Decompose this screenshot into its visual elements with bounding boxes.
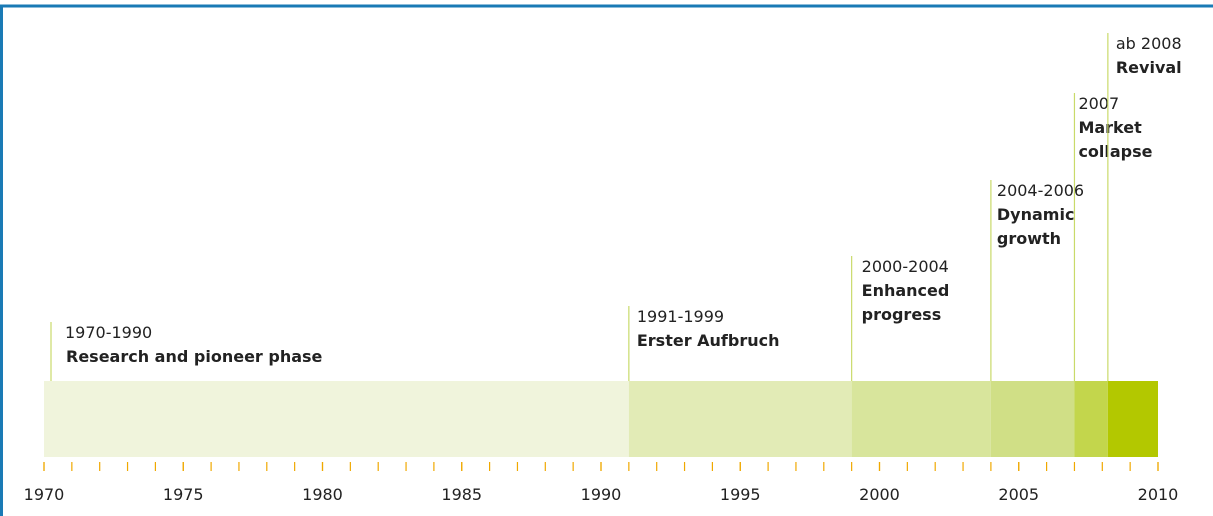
phase-name: Enhanced progress <box>862 281 950 324</box>
x-tick-label: 1995 <box>720 485 761 504</box>
x-tick-label: 1970 <box>24 485 65 504</box>
phase-bar <box>851 381 991 457</box>
phase-bar <box>628 381 852 457</box>
phase-period: 2007 <box>1078 94 1119 113</box>
x-tick-label: 1985 <box>441 485 482 504</box>
phase-bar <box>990 381 1075 457</box>
phase-name: Dynamic growth <box>997 205 1075 248</box>
x-tick-label: 1975 <box>163 485 204 504</box>
x-tick-label: 1980 <box>302 485 343 504</box>
x-tick-label: 2010 <box>1138 485 1179 504</box>
phase-period: 2000-2004 <box>862 257 949 276</box>
timeline: 1970-1990 Research and pioneer phase 1991-… <box>24 33 1182 504</box>
phase-bar <box>1074 381 1108 457</box>
phase-name: Research and pioneer phase <box>66 347 323 366</box>
x-tick-label: 2005 <box>998 485 1039 504</box>
phase-bar <box>1107 381 1158 457</box>
phase-name: Market collapse <box>1078 118 1152 161</box>
x-tick-label: 2000 <box>859 485 900 504</box>
phase-period: ab 2008 <box>1116 34 1182 53</box>
phase-bar <box>44 381 629 457</box>
phase-period: 2004-2006 <box>997 181 1084 200</box>
phase-name: Revival <box>1116 58 1182 77</box>
phase-period: 1970-1990 <box>65 323 152 342</box>
phase-name: Erster Aufbruch <box>637 331 780 350</box>
x-tick-label: 1990 <box>581 485 622 504</box>
phase-period: 1991-1999 <box>637 307 724 326</box>
